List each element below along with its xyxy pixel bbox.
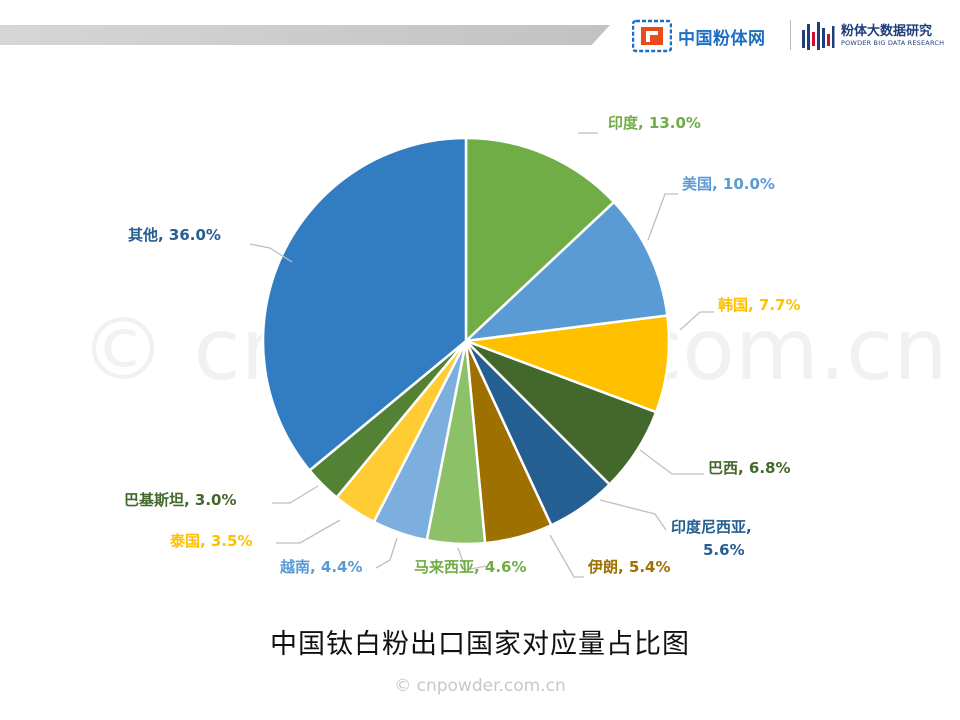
pie-slice-1 [464, 136, 616, 344]
leader-line-11 [249, 243, 293, 263]
pie-labels: 印度, 13.0% 美国, 10.0% 韩国, 7.7% 巴西, 6.8% 印度尼西亚,… [124, 114, 801, 576]
leader-line-6 [549, 534, 584, 578]
pie-slice-11 [261, 136, 468, 473]
slice-label-9: 泰国, 3.5% [169, 532, 253, 550]
leader-line-2 [647, 193, 678, 241]
slice-label-10: 巴基斯坦, 3.0% [124, 491, 237, 509]
brand-big-data-name: 粉体大数据研究 [841, 24, 933, 40]
brand-divider [790, 20, 791, 50]
leader-line-8 [375, 537, 398, 569]
pie-slice-3 [465, 314, 671, 414]
slice-label-1: 印度, 13.0% [608, 114, 701, 132]
leader-line-3 [679, 311, 714, 331]
leader-line-9 [276, 519, 341, 544]
brand-cnpowder-name: 中国粉体网 [678, 28, 766, 49]
footer-copyright: © cnpowder.com.cn [394, 676, 566, 696]
brand-big-data-english: POWDER BIG DATA RESEARCH [841, 38, 945, 47]
slice-label-6: 伊朗, 5.4% [587, 558, 671, 576]
slice-label-2: 美国, 10.0% [682, 175, 775, 193]
header-bar [0, 25, 610, 45]
slice-label-3: 韩国, 7.7% [718, 296, 801, 314]
pie-leader-lines [249, 132, 714, 578]
leader-line-7 [457, 547, 487, 571]
brand-powder-big-data: 粉体大数据研究 POWDER BIG DATA RESEARCH [800, 16, 944, 56]
brand-cnpowder: 中国粉体网 [632, 16, 766, 56]
slice-label-11: 其他, 36.0% [128, 226, 221, 244]
slice-label-5: 印度尼西亚, 5.6% [671, 518, 752, 559]
slice-label-8: 越南, 4.4% [279, 558, 363, 576]
pie-slices [261, 136, 671, 546]
leader-line-5 [599, 499, 667, 531]
slice-label-4: 巴西, 6.8% [708, 459, 791, 477]
cnpowder-logo-icon [632, 19, 672, 53]
pie-slice-2 [462, 200, 669, 343]
leader-line-4 [639, 449, 704, 475]
slice-label-7: 马来西亚, 4.6% [414, 558, 527, 576]
bar-code-logo-icon [802, 22, 835, 50]
leader-line-10 [272, 485, 319, 504]
chart-title: 中国钛白粉出口国家对应量占比图 [270, 629, 690, 660]
